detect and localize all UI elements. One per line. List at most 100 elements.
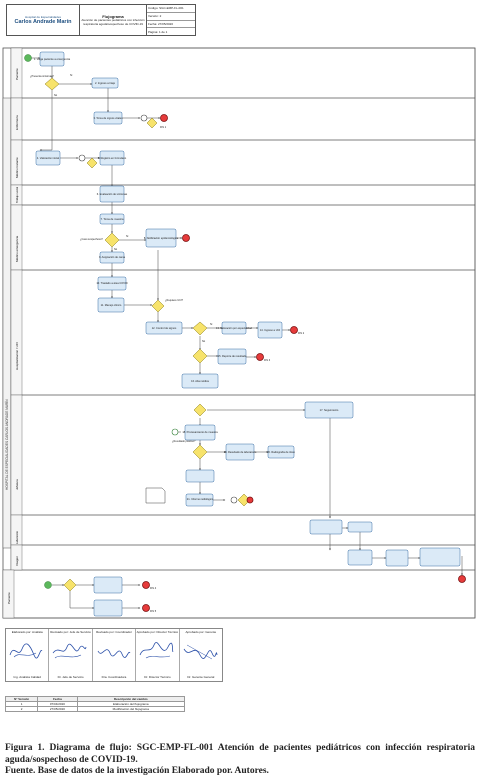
end-labels: FIN 1 FIN 2 FIN 3 FIN 4 FIN 5 <box>150 126 305 613</box>
gateway-label: ¿Requiere UCI? <box>165 299 184 302</box>
lane-label: Paciente <box>15 68 19 80</box>
signature-role: Aprobado por: Gerente <box>185 630 217 634</box>
end-label: FIN 3 <box>264 359 271 362</box>
task-box <box>99 150 125 166</box>
end-event <box>182 234 190 242</box>
task-box <box>184 424 216 441</box>
task-box <box>185 493 214 507</box>
intermediate-event <box>140 114 148 122</box>
signature-cell: Aprobado por: Gerente Dr. Gerente Genera… <box>180 629 222 681</box>
signature-scribble-icon <box>97 649 131 658</box>
gateway <box>146 117 158 129</box>
lane-frame <box>2 569 476 619</box>
signature-cell: Elaborado por: Analista Ing. Analista Ca… <box>6 629 50 681</box>
org-name: Carlos Andrade Marín <box>14 19 72 25</box>
task-label: 13. Valoración por especialidad <box>216 326 253 330</box>
task-box <box>304 401 354 419</box>
task-label: 9. Asignación de cama <box>99 255 126 259</box>
lane-label: Imagen <box>15 556 19 566</box>
hospital-logo: Hospital de Especialidades Carlos Andrad… <box>7 5 80 35</box>
signature-scribble-icon <box>139 642 174 659</box>
yes-label: Sí <box>210 323 213 326</box>
document-version: Versión: 2 <box>147 13 195 21</box>
gateway <box>44 77 60 91</box>
task-box <box>93 599 123 617</box>
document-date: Fecha: 27/05/2020 <box>147 21 195 29</box>
gateway-label: ¿Presenta síntomas? <box>30 75 54 78</box>
signature-role: Revisado por: Coordinador <box>96 630 132 634</box>
lane-frame <box>10 139 476 186</box>
gateway <box>63 578 77 592</box>
start-events <box>24 54 238 589</box>
task-label: 15. Reporte de resultado <box>218 354 247 358</box>
task-box <box>347 521 373 533</box>
gateway-labels: ¿Presenta síntomas? ¿Caso sospechoso? ¿R… <box>30 74 213 443</box>
signature-role: Elaborado por: Analista <box>11 630 43 634</box>
task-label: 18. Procesamiento de muestra <box>182 430 218 434</box>
intermediate-event <box>78 154 86 162</box>
gateway <box>104 232 120 248</box>
task-box <box>347 549 373 566</box>
task-label: 11. Manejo clínico <box>101 303 122 307</box>
no-label: No <box>54 94 58 97</box>
task-box <box>93 111 123 125</box>
signature-cell: Revisado por: Jefe de Servicio Dr. Jefe … <box>49 629 93 681</box>
intermediate-event <box>230 496 238 504</box>
document-header: Hospital de Especialidades Carlos Andrad… <box>6 4 196 36</box>
lane-label: Hospitalización / UCI <box>15 342 19 370</box>
task-box <box>221 321 247 335</box>
signature-role: Revisado por: Jefe de Servicio <box>50 630 91 634</box>
task-label: 1. Llega paciente a emergencia <box>34 57 71 61</box>
task-label: 19. Resultado de laboratorio <box>224 450 257 454</box>
task-box <box>99 185 125 203</box>
gateway <box>192 321 208 336</box>
lane-header <box>10 544 23 571</box>
lane-header <box>10 269 23 396</box>
end-event <box>246 496 254 504</box>
document-code: Código: SGC-EMP-FL-001 <box>147 5 195 13</box>
lane-frame <box>10 514 476 546</box>
end-event <box>160 114 168 122</box>
task-box <box>385 549 409 567</box>
flow-diagram: HOSPITAL DE ESPECIALIDADES CARLOS ANDRAD… <box>2 47 476 619</box>
task-labels: 1. Llega paciente a emergencia 2. Ingres… <box>34 57 339 501</box>
start-event <box>44 581 52 589</box>
signature-block: Elaborado por: Analista Ing. Analista Ca… <box>5 628 223 682</box>
task-label: 6. Evaluación de síntomas <box>97 192 128 196</box>
lane-label: Jefatura <box>15 479 19 490</box>
task-label: 21. Informe radiológico <box>187 497 214 501</box>
task-label: 7. Toma de muestra <box>101 217 124 221</box>
signature-scribble-icon <box>183 644 218 660</box>
lane-frame <box>10 97 476 141</box>
lane-label: Médico tratante <box>15 157 19 178</box>
task-box <box>97 276 127 291</box>
task-box <box>257 321 283 339</box>
gateway <box>86 157 98 169</box>
task-box <box>185 469 215 483</box>
end-label: FIN 2 <box>298 332 305 335</box>
end-event <box>142 581 150 589</box>
signature-scribble-icon <box>9 643 43 659</box>
lane-header <box>2 569 15 619</box>
task-label: 14. Ingreso a UCI <box>260 328 281 332</box>
task-box <box>309 519 343 535</box>
task-box <box>419 547 461 567</box>
task-label: 4. Valoración inicial <box>37 156 60 160</box>
task-label: 16. Alta médica <box>191 379 209 383</box>
tasks <box>35 51 461 617</box>
end-event <box>142 604 150 612</box>
lane-label: Enfermería <box>15 115 19 130</box>
yes-label: Sí <box>126 235 129 238</box>
lane-label: Laboratorio <box>15 530 19 544</box>
signature-role: Aprobado por: Director Técnico <box>136 630 179 634</box>
end-label: FIN 1 <box>160 126 167 129</box>
document-title-cell: Flujograma Atención de pacientes pediátr… <box>80 5 147 35</box>
end-event <box>256 353 264 361</box>
table-cell: 27/05/2020 <box>37 706 78 712</box>
connectors <box>31 57 463 609</box>
signature-name: Dr. Jefe de Servicio <box>57 674 84 679</box>
signature-scribble-icon <box>53 643 87 659</box>
task-label: 10. Traslado a área COVID <box>96 281 127 285</box>
task-box <box>35 150 61 166</box>
version-table: N° Versión Fecha Descripción del cambio … <box>4 696 186 712</box>
